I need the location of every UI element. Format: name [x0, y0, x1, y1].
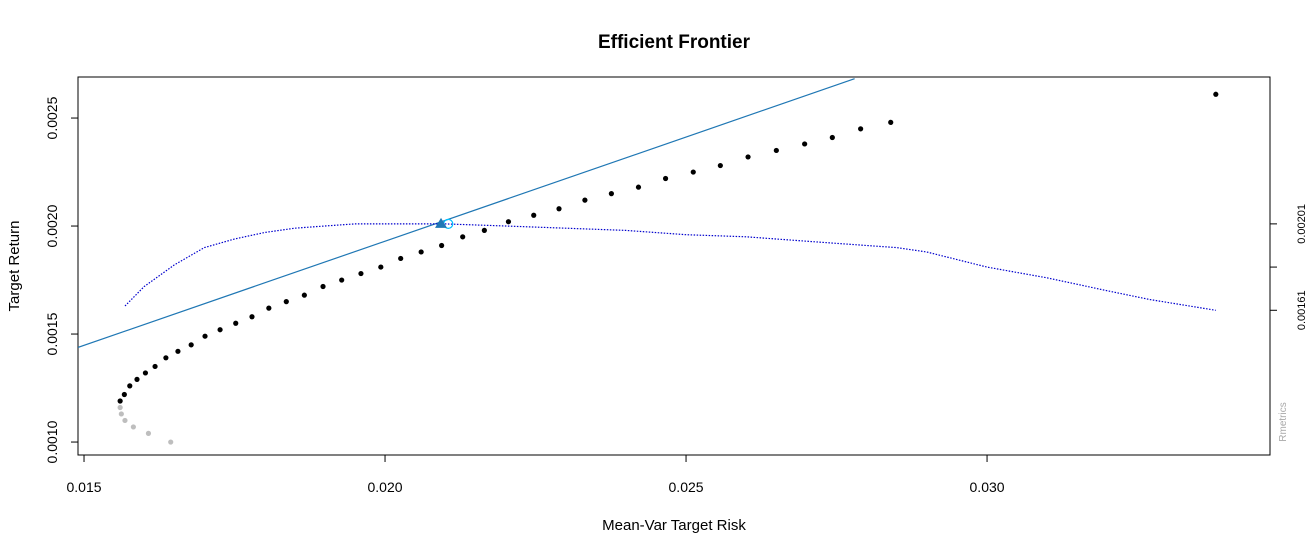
frontier-point [142, 370, 149, 376]
tangency-line [78, 78, 855, 348]
inefficient-point [117, 404, 123, 411]
frontier-point [1213, 91, 1219, 97]
frontier-point [301, 292, 307, 298]
frontier-point [163, 355, 169, 361]
frontier-point [717, 162, 723, 169]
frontier-point [582, 197, 588, 203]
x-tick-label: 0.020 [368, 479, 403, 495]
frontier-point [858, 126, 864, 132]
frontier-point [217, 327, 223, 333]
frontier-point [888, 119, 894, 125]
x-tick-label: 0.025 [669, 479, 704, 495]
y-tick-label: 0.0025 [44, 96, 60, 139]
frontier-point [233, 320, 239, 326]
frontier-point [829, 134, 835, 141]
plot-frame [77, 76, 1271, 456]
frontier-point [481, 227, 487, 233]
frontier-point [608, 191, 614, 197]
inefficient-point [168, 439, 174, 445]
x-axis: 0.015 0.020 0.025 0.030 [66, 454, 1005, 495]
frontier-point [152, 363, 158, 370]
inefficient-point [130, 424, 136, 430]
frontier-point [266, 305, 272, 311]
inefficient-point [122, 417, 128, 424]
frontier-point [188, 342, 194, 348]
right-tick-label: 0.00161 [1296, 290, 1308, 330]
y-axis: 0.0010 0.0015 0.0020 0.0025 [44, 96, 79, 463]
tangency-portfolio-marker [435, 217, 448, 228]
frontier-point [690, 169, 696, 175]
inefficient-point [145, 430, 152, 436]
frontier-point [773, 147, 779, 154]
y-tick-label: 0.0020 [44, 204, 60, 247]
chart-title: Efficient Frontier [598, 32, 751, 53]
frontier-point [505, 219, 512, 225]
frontier-point [358, 270, 364, 277]
sharpe-ratio-curve [124, 223, 1216, 311]
frontier-point [283, 299, 289, 305]
right-tick-label: 0.00201 [1296, 204, 1308, 244]
frontier-point [802, 141, 808, 147]
frontier-point [635, 184, 642, 190]
frontier-point [320, 283, 326, 290]
frontier-point [531, 212, 537, 218]
rmetrics-watermark: Rmetrics [1278, 402, 1289, 441]
y-tick-label: 0.0010 [44, 420, 60, 463]
x-tick-label: 0.030 [970, 479, 1005, 495]
frontier-point [121, 391, 127, 398]
frontier-point [175, 348, 181, 354]
inefficient-point [118, 411, 124, 417]
frontier-point [418, 249, 424, 255]
frontier-point [134, 376, 140, 382]
right-axis: 0.00201 0.00161 [1269, 204, 1308, 330]
frontier-point [127, 383, 133, 389]
x-tick-label: 0.015 [66, 479, 101, 495]
frontier-point [339, 277, 345, 283]
x-axis-label: Mean-Var Target Risk [602, 517, 746, 534]
frontier-point [460, 234, 466, 240]
y-tick-label: 0.0015 [44, 312, 60, 355]
frontier-point [202, 333, 208, 339]
frontier-point [249, 314, 255, 320]
frontier-point [662, 175, 669, 182]
frontier-point [117, 398, 123, 404]
frontier-point [378, 264, 384, 270]
frontier-point [556, 206, 562, 212]
y-axis-label: Target Return [6, 221, 23, 312]
frontier-point [745, 154, 751, 160]
plot-content [78, 78, 1219, 445]
frontier-point [398, 255, 404, 262]
frontier-point [439, 242, 445, 249]
